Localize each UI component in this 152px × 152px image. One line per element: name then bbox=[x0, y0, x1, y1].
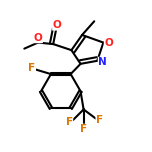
Text: O: O bbox=[53, 20, 61, 30]
Text: O: O bbox=[104, 38, 113, 48]
Text: N: N bbox=[98, 57, 107, 67]
Text: O: O bbox=[34, 33, 42, 43]
Text: F: F bbox=[96, 115, 103, 125]
Text: F: F bbox=[28, 63, 35, 73]
Text: F: F bbox=[66, 117, 73, 127]
Text: F: F bbox=[80, 124, 87, 134]
